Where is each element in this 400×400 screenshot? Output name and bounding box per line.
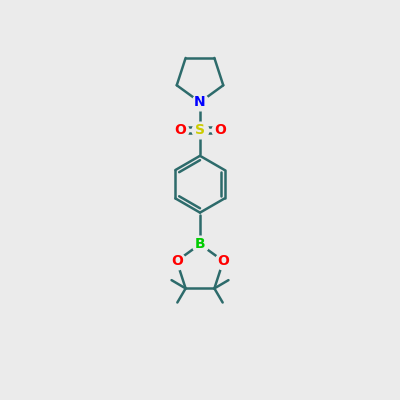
- Text: O: O: [214, 123, 226, 137]
- Text: N: N: [194, 95, 206, 109]
- Text: O: O: [217, 254, 229, 268]
- Text: O: O: [171, 254, 183, 268]
- Text: B: B: [195, 237, 205, 251]
- Text: S: S: [195, 123, 205, 137]
- Text: O: O: [174, 123, 186, 137]
